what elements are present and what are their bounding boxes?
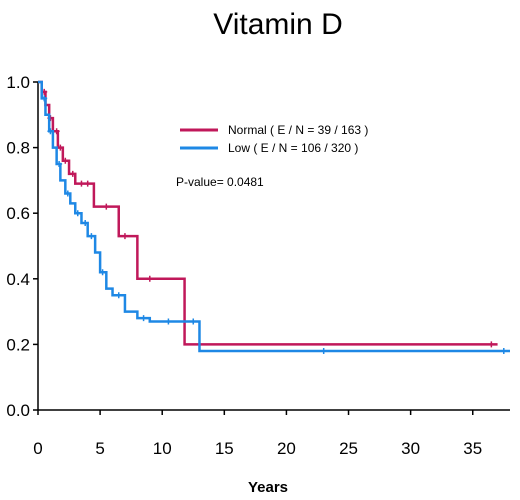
p-value-annotation: P-value= 0.0481 <box>176 175 264 189</box>
x-tick-label: 15 <box>215 439 234 458</box>
x-tick-label: 30 <box>401 439 420 458</box>
censor-mark-low <box>190 318 197 325</box>
censor-mark-normal <box>488 341 495 348</box>
x-tick-label: 10 <box>153 439 172 458</box>
y-tick-label: 0.0 <box>6 401 30 420</box>
x-tick-label: 20 <box>277 439 296 458</box>
censor-mark-normal <box>103 203 110 210</box>
censor-mark-normal <box>78 180 85 187</box>
censor-mark-normal <box>146 275 153 282</box>
censor-mark-low <box>56 161 63 167</box>
censor-mark-low <box>82 220 89 227</box>
censor-mark-low <box>41 95 48 102</box>
censor-mark-normal <box>121 233 128 240</box>
y-tick-label: 0.6 <box>6 204 30 223</box>
axes <box>37 82 510 411</box>
censor-mark-low <box>74 210 81 217</box>
survival-curves <box>38 80 510 354</box>
censor-mark-low <box>47 128 54 135</box>
x-tick-label: 25 <box>339 439 358 458</box>
x-tick-label: 0 <box>33 439 42 458</box>
legend: Normal ( E / N = 39 / 163 ) Low ( E / N … <box>180 123 368 155</box>
censor-mark-normal <box>62 157 69 164</box>
legend-label-low: Low ( E / N = 106 / 320 ) <box>228 141 358 155</box>
y-tick-label: 1.0 <box>6 73 30 92</box>
chart-title: Vitamin D <box>213 8 343 41</box>
censor-mark-low <box>99 269 106 276</box>
ticks: 0.0 0.2 0.4 0.6 0.8 1.0 0 5 10 15 20 25 30 35 <box>6 73 482 458</box>
censor-mark-low <box>500 347 507 354</box>
x-tick-label: 5 <box>95 439 104 458</box>
censor-mark-low <box>64 190 71 197</box>
censor-mark-low <box>88 233 95 240</box>
censor-mark-normal <box>57 144 64 151</box>
y-tick-label: 0.2 <box>6 335 30 354</box>
censor-mark-low <box>320 347 327 354</box>
legend-label-normal: Normal ( E / N = 39 / 163 ) <box>228 123 368 137</box>
censor-mark-normal <box>69 170 76 177</box>
y-tick-label: 0.8 <box>6 139 30 158</box>
y-tick-label: 0.4 <box>6 270 30 289</box>
series-line-normal <box>38 80 498 346</box>
censor-mark-normal <box>84 180 91 187</box>
x-tick-label: 35 <box>463 439 482 458</box>
censor-mark-low <box>115 292 122 299</box>
x-axis-label: Years <box>248 479 288 496</box>
censor-mark-low <box>140 315 147 322</box>
censor-mark-low <box>165 318 172 325</box>
censor-mark-normal <box>53 128 60 135</box>
